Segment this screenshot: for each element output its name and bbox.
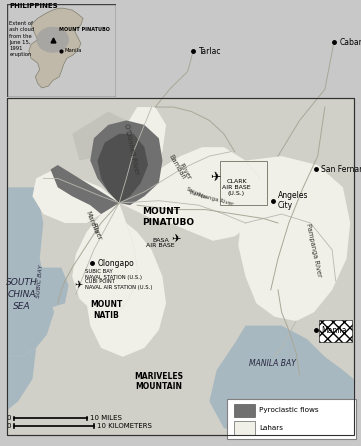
Bar <box>227 399 356 439</box>
Polygon shape <box>72 203 137 317</box>
Polygon shape <box>51 165 119 214</box>
Text: Bamban: Bamban <box>168 154 186 181</box>
Bar <box>7 98 354 435</box>
Polygon shape <box>7 348 36 410</box>
Text: Manila: Manila <box>65 48 82 54</box>
Polygon shape <box>32 169 119 223</box>
Polygon shape <box>119 147 264 241</box>
Ellipse shape <box>36 27 69 53</box>
Polygon shape <box>238 156 350 321</box>
Bar <box>220 161 267 205</box>
Text: PHILIPPINES: PHILIPPINES <box>9 3 58 9</box>
Text: SUBIC BAY: SUBIC BAY <box>36 264 44 298</box>
Polygon shape <box>116 107 166 203</box>
Bar <box>234 404 255 417</box>
Text: ✈: ✈ <box>171 235 181 244</box>
Text: Cabanatuan: Cabanatuan <box>339 38 361 47</box>
Text: Lahars: Lahars <box>259 425 283 431</box>
Text: CLARK
AIR BASE
(U.S.): CLARK AIR BASE (U.S.) <box>222 179 251 196</box>
Bar <box>319 320 352 342</box>
Polygon shape <box>32 268 69 308</box>
Text: 10 KILOMETERS: 10 KILOMETERS <box>97 423 152 429</box>
Polygon shape <box>87 223 166 357</box>
Polygon shape <box>72 112 126 161</box>
Text: 0: 0 <box>6 415 11 421</box>
Text: MOUNT
NATIB: MOUNT NATIB <box>90 300 123 320</box>
Polygon shape <box>90 120 162 205</box>
Text: SOUTH
CHINA
SEA: SOUTH CHINA SEA <box>6 278 38 311</box>
Text: River: River <box>176 159 192 180</box>
Text: River: River <box>89 219 103 241</box>
Text: Olongapo: Olongapo <box>97 259 134 268</box>
Text: Pampanga River: Pampanga River <box>305 223 323 277</box>
Text: Angeles
City: Angeles City <box>278 191 308 211</box>
Text: BASA
AIR BASE: BASA AIR BASE <box>146 238 175 248</box>
Text: ✈: ✈ <box>75 281 83 290</box>
Text: Pampanga River: Pampanga River <box>189 190 234 207</box>
Polygon shape <box>7 187 54 357</box>
Text: San Fernando: San Fernando <box>321 165 361 174</box>
Text: 0: 0 <box>6 423 11 429</box>
Polygon shape <box>97 134 148 203</box>
Text: MARIVELES
MOUNTAIN: MARIVELES MOUNTAIN <box>134 372 183 391</box>
Polygon shape <box>209 326 354 435</box>
Text: Marella: Marella <box>85 211 99 235</box>
Text: O'Donnell River: O'Donnell River <box>123 124 140 175</box>
Text: MOUNT PINATUBO: MOUNT PINATUBO <box>59 27 110 32</box>
Text: Manila: Manila <box>321 326 347 334</box>
Bar <box>234 421 255 435</box>
Text: Extent of
ash cloud
from the
June 15,
1991
eruption: Extent of ash cloud from the June 15, 19… <box>9 21 35 57</box>
Text: CUBI POINT
NAVAL AIR STATION (U.S.): CUBI POINT NAVAL AIR STATION (U.S.) <box>85 279 152 289</box>
Text: 10 MILES: 10 MILES <box>90 415 122 421</box>
Text: ✈: ✈ <box>210 171 221 184</box>
Polygon shape <box>29 8 83 88</box>
Text: Sacobia-: Sacobia- <box>185 187 209 201</box>
Text: Pyroclastic flows: Pyroclastic flows <box>259 407 319 413</box>
Text: MOUNT
PINATUBO: MOUNT PINATUBO <box>143 207 195 227</box>
Text: MANILA BAY: MANILA BAY <box>249 359 296 368</box>
Bar <box>7 98 354 435</box>
Text: SUBIC BAY
NAVAL STATION (U.S.): SUBIC BAY NAVAL STATION (U.S.) <box>85 269 142 280</box>
Text: Tarlac: Tarlac <box>199 47 221 56</box>
